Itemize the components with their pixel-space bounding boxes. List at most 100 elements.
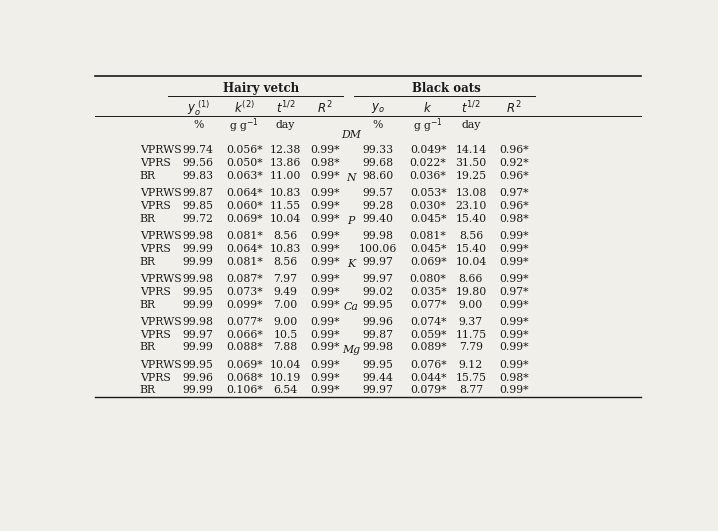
Text: VPRS: VPRS xyxy=(140,287,171,297)
Text: g g$^{-1}$: g g$^{-1}$ xyxy=(413,116,443,135)
Text: 7.88: 7.88 xyxy=(274,342,298,353)
Text: 10.04: 10.04 xyxy=(270,360,302,370)
Text: 98.60: 98.60 xyxy=(363,171,393,181)
Text: 99.99: 99.99 xyxy=(183,342,214,353)
Text: VPRS: VPRS xyxy=(140,373,171,383)
Text: 0.064*: 0.064* xyxy=(226,244,263,254)
Text: 10.83: 10.83 xyxy=(270,189,302,199)
Text: 14.14: 14.14 xyxy=(455,145,487,156)
Text: 99.97: 99.97 xyxy=(363,256,393,267)
Text: 0.99*: 0.99* xyxy=(499,232,528,241)
Text: 31.50: 31.50 xyxy=(455,158,487,168)
Text: 0.088*: 0.088* xyxy=(226,342,263,353)
Text: 0.99*: 0.99* xyxy=(310,373,340,383)
Text: 0.069*: 0.069* xyxy=(226,360,263,370)
Text: 0.99*: 0.99* xyxy=(310,244,340,254)
Text: 0.99*: 0.99* xyxy=(310,256,340,267)
Text: 0.99*: 0.99* xyxy=(499,274,528,284)
Text: day: day xyxy=(276,121,295,131)
Text: 0.049*: 0.049* xyxy=(410,145,447,156)
Text: 10.19: 10.19 xyxy=(270,373,302,383)
Text: 0.074*: 0.074* xyxy=(410,317,447,327)
Text: 10.04: 10.04 xyxy=(270,213,302,224)
Text: 0.96*: 0.96* xyxy=(499,145,528,156)
Text: 0.99*: 0.99* xyxy=(310,274,340,284)
Text: BR: BR xyxy=(140,342,156,353)
Text: 99.72: 99.72 xyxy=(183,213,214,224)
Text: 0.059*: 0.059* xyxy=(410,330,447,340)
Text: 8.56: 8.56 xyxy=(274,232,298,241)
Text: 0.030*: 0.030* xyxy=(410,201,447,211)
Text: 99.74: 99.74 xyxy=(183,145,214,156)
Text: 100.06: 100.06 xyxy=(359,244,397,254)
Text: 99.56: 99.56 xyxy=(183,158,214,168)
Text: 0.96*: 0.96* xyxy=(499,171,528,181)
Text: 15.40: 15.40 xyxy=(455,213,487,224)
Text: 99.97: 99.97 xyxy=(363,274,393,284)
Text: 99.99: 99.99 xyxy=(183,386,214,396)
Text: 99.98: 99.98 xyxy=(183,232,214,241)
Text: 0.081*: 0.081* xyxy=(226,232,263,241)
Text: 8.56: 8.56 xyxy=(274,256,298,267)
Text: 0.056*: 0.056* xyxy=(226,145,263,156)
Text: 0.077*: 0.077* xyxy=(410,299,447,310)
Text: %: % xyxy=(373,121,383,131)
Text: VPRS: VPRS xyxy=(140,201,171,211)
Text: 0.080*: 0.080* xyxy=(410,274,447,284)
Text: %: % xyxy=(193,121,203,131)
Text: 0.99*: 0.99* xyxy=(310,330,340,340)
Text: 0.106*: 0.106* xyxy=(226,386,263,396)
Text: 13.86: 13.86 xyxy=(270,158,302,168)
Text: 99.98: 99.98 xyxy=(183,274,214,284)
Text: 99.40: 99.40 xyxy=(363,213,393,224)
Text: 0.99*: 0.99* xyxy=(310,386,340,396)
Text: 99.87: 99.87 xyxy=(183,189,214,199)
Text: 99.97: 99.97 xyxy=(183,330,214,340)
Text: VPRWS: VPRWS xyxy=(140,360,182,370)
Text: N: N xyxy=(347,173,356,183)
Text: 99.96: 99.96 xyxy=(183,373,214,383)
Text: $\mathit{t}^{1/2}$: $\mathit{t}^{1/2}$ xyxy=(461,100,481,117)
Text: 0.96*: 0.96* xyxy=(499,201,528,211)
Text: 9.00: 9.00 xyxy=(459,299,483,310)
Text: 99.96: 99.96 xyxy=(363,317,393,327)
Text: 0.045*: 0.045* xyxy=(410,213,447,224)
Text: 15.40: 15.40 xyxy=(455,244,487,254)
Text: 0.99*: 0.99* xyxy=(499,299,528,310)
Text: 0.050*: 0.050* xyxy=(226,158,263,168)
Text: 99.98: 99.98 xyxy=(183,317,214,327)
Text: 7.97: 7.97 xyxy=(274,274,298,284)
Text: 0.99*: 0.99* xyxy=(310,342,340,353)
Text: 11.75: 11.75 xyxy=(455,330,487,340)
Text: VPRWS: VPRWS xyxy=(140,232,182,241)
Text: 0.92*: 0.92* xyxy=(499,158,528,168)
Text: VPRS: VPRS xyxy=(140,330,171,340)
Text: 0.060*: 0.060* xyxy=(226,201,263,211)
Text: Black oats: Black oats xyxy=(411,82,480,95)
Text: 0.069*: 0.069* xyxy=(410,256,447,267)
Text: 99.57: 99.57 xyxy=(363,189,393,199)
Text: $\mathit{y}_o$: $\mathit{y}_o$ xyxy=(371,101,385,115)
Text: 0.066*: 0.066* xyxy=(226,330,263,340)
Text: 9.37: 9.37 xyxy=(459,317,483,327)
Text: 0.077*: 0.077* xyxy=(226,317,263,327)
Text: BR: BR xyxy=(140,256,156,267)
Text: 9.00: 9.00 xyxy=(274,317,298,327)
Text: 0.087*: 0.087* xyxy=(226,274,263,284)
Text: 99.02: 99.02 xyxy=(363,287,393,297)
Text: 99.87: 99.87 xyxy=(363,330,393,340)
Text: 0.99*: 0.99* xyxy=(310,317,340,327)
Text: 0.036*: 0.036* xyxy=(410,171,447,181)
Text: 12.38: 12.38 xyxy=(270,145,302,156)
Text: 99.97: 99.97 xyxy=(363,386,393,396)
Text: 0.053*: 0.053* xyxy=(410,189,447,199)
Text: 99.95: 99.95 xyxy=(183,360,214,370)
Text: 0.045*: 0.045* xyxy=(410,244,447,254)
Text: $\mathit{y}_o^{\ (1)}$: $\mathit{y}_o^{\ (1)}$ xyxy=(187,99,210,118)
Text: 0.073*: 0.073* xyxy=(226,287,263,297)
Text: VPRWS: VPRWS xyxy=(140,317,182,327)
Text: 0.97*: 0.97* xyxy=(499,287,528,297)
Text: 99.85: 99.85 xyxy=(183,201,214,211)
Text: 9.49: 9.49 xyxy=(274,287,298,297)
Text: VPRWS: VPRWS xyxy=(140,145,182,156)
